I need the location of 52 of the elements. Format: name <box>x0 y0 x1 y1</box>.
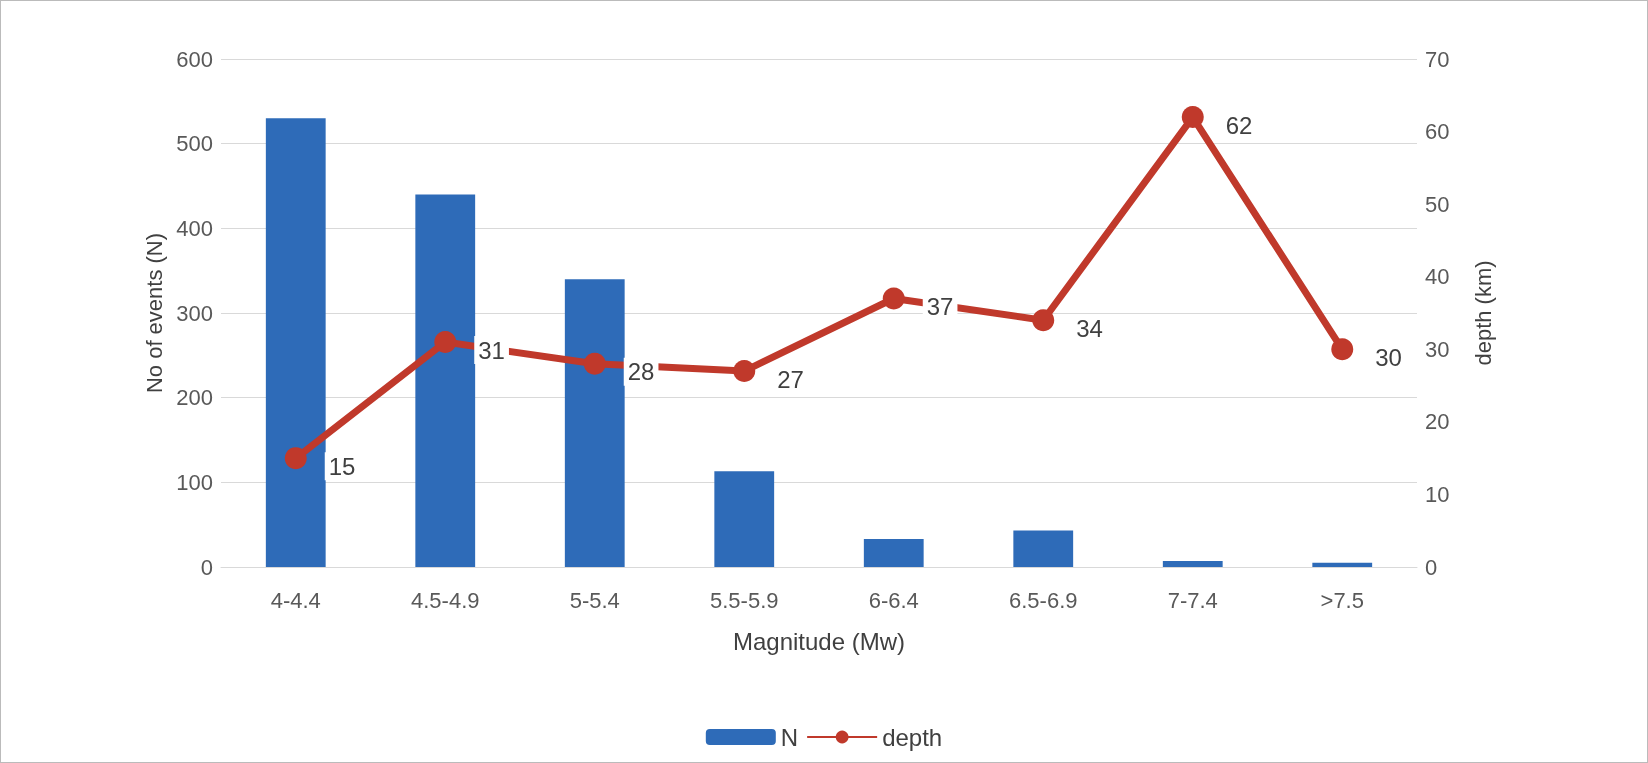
y-tick-label: 0 <box>200 554 213 580</box>
y-tick-label: 500 <box>176 131 213 157</box>
data-label: 30 <box>1375 343 1402 371</box>
data-label: 27 <box>777 365 804 393</box>
data-label: 62 <box>1225 111 1253 139</box>
y2-tick-label: 70 <box>1425 46 1450 72</box>
x-tick-label: 7-7.4 <box>1167 587 1218 613</box>
data-label: 37 <box>926 292 954 320</box>
bar <box>415 194 476 567</box>
data-label: 34 <box>1076 314 1103 342</box>
x-tick-label: 4.5-4.9 <box>411 587 480 613</box>
x-tick-label: 6.5-6.9 <box>1009 587 1078 613</box>
y-axis-title: No of events (N) <box>141 232 167 394</box>
bar <box>265 118 326 567</box>
y-tick-label: 600 <box>176 46 213 72</box>
point <box>882 287 905 310</box>
legend-label: depth <box>882 723 943 751</box>
y2-tick-label: 0 <box>1425 554 1438 580</box>
x-tick-label: 6-6.4 <box>868 587 919 613</box>
y-tick-label: 400 <box>176 215 213 241</box>
x-tick-label: >7.5 <box>1320 587 1364 613</box>
y2-tick-label: 10 <box>1425 481 1450 507</box>
y-tick-label: 200 <box>176 385 213 411</box>
y2-tick-label: 20 <box>1425 409 1450 435</box>
x-tick-label: 5.5-5.9 <box>710 587 779 613</box>
y-tick-label: 300 <box>176 300 213 326</box>
y2-axis-title: depth (km) <box>1470 260 1496 366</box>
bar <box>863 539 924 567</box>
bar <box>564 279 625 567</box>
data-label: 28 <box>627 358 655 386</box>
y2-tick-label: 30 <box>1425 336 1450 362</box>
point <box>1032 309 1055 332</box>
y-tick-label: 100 <box>176 469 213 495</box>
bar <box>1013 530 1074 567</box>
bar <box>1312 562 1373 567</box>
point <box>1181 106 1204 129</box>
data-label: 31 <box>478 336 505 364</box>
x-tick-label: 5-5.4 <box>569 587 620 613</box>
point <box>733 360 756 383</box>
legend-label: N <box>780 723 799 751</box>
point <box>1331 338 1354 361</box>
y2-tick-label: 60 <box>1425 119 1450 145</box>
x-tick-label: 4-4.4 <box>270 587 321 613</box>
bar <box>1162 561 1223 567</box>
point <box>583 352 606 375</box>
point <box>284 447 307 470</box>
bar <box>714 471 775 567</box>
point <box>434 331 457 354</box>
y2-tick-label: 40 <box>1425 264 1450 290</box>
y2-tick-label: 50 <box>1425 191 1450 217</box>
x-axis-title: Magnitude (Mw) <box>732 627 906 655</box>
data-label: 15 <box>328 452 356 480</box>
